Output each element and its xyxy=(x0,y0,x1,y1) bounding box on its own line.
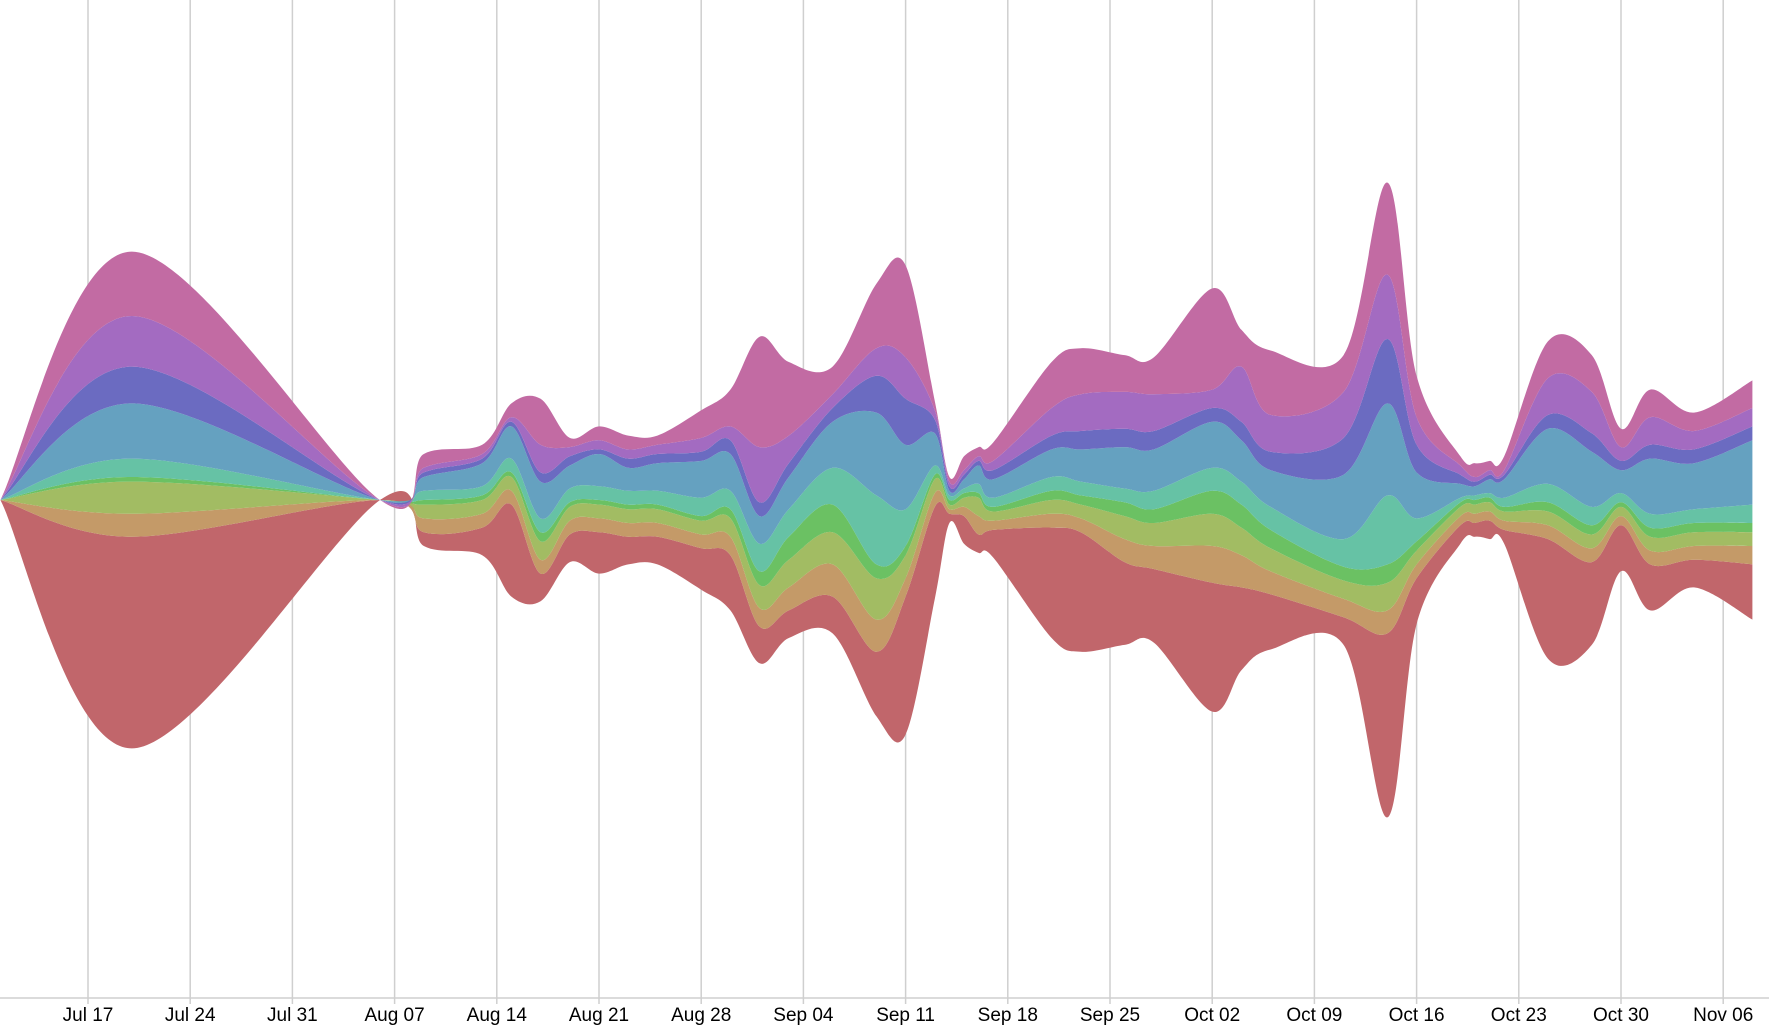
stream-layer-4 xyxy=(0,471,1753,587)
stream-layer-2 xyxy=(0,489,1753,652)
x-tick-label: Oct 30 xyxy=(1593,1005,1649,1026)
x-tick-label: Oct 02 xyxy=(1184,1005,1240,1026)
x-tick-label: Aug 28 xyxy=(671,1005,731,1026)
stream-layer-9 xyxy=(0,182,1753,510)
stream-layer-7 xyxy=(0,338,1753,517)
x-axis-ticks: Jul 17 Jul 24 Jul 31 Aug 07 Aug 14 Aug 21 Aug … xyxy=(63,998,1753,1026)
x-tick-label: Aug 14 xyxy=(467,1005,528,1026)
x-tick-label: Sep 18 xyxy=(978,1005,1038,1026)
x-tick-label: Jul 31 xyxy=(267,1005,318,1026)
stream-layer-6 xyxy=(0,403,1753,544)
stream-layer-5 xyxy=(0,457,1753,572)
stream-layer-8 xyxy=(0,274,1753,508)
x-tick-label: Oct 23 xyxy=(1491,1005,1547,1026)
x-tick-label: Oct 16 xyxy=(1389,1005,1445,1026)
x-tick-label: Nov 06 xyxy=(1693,1005,1753,1026)
x-tick-label: Aug 07 xyxy=(364,1005,424,1026)
x-tick-label: Jul 24 xyxy=(165,1005,216,1026)
stream-layers xyxy=(0,182,1753,818)
x-tick-label: Sep 04 xyxy=(773,1005,834,1026)
x-tick-label: Sep 11 xyxy=(876,1005,935,1026)
stream-layer-3 xyxy=(0,475,1753,620)
stream-layer-1 xyxy=(0,490,1753,818)
x-tick-label: Aug 21 xyxy=(569,1005,629,1026)
x-tick-label: Jul 17 xyxy=(63,1005,114,1026)
x-tick-label: Oct 09 xyxy=(1286,1005,1342,1026)
x-tick-label: Sep 25 xyxy=(1080,1005,1140,1026)
